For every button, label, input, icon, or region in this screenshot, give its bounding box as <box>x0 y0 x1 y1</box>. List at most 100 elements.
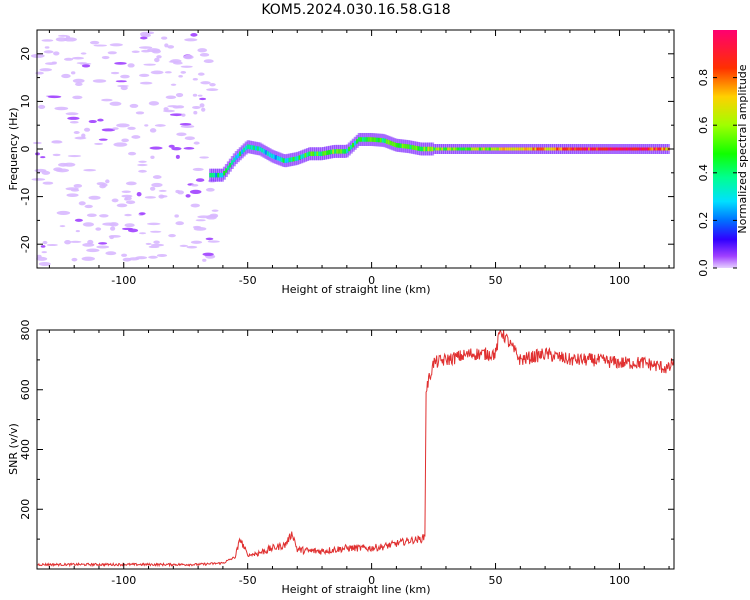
noise-speckle <box>65 187 79 191</box>
ridge-core <box>399 143 403 148</box>
ridge-core <box>288 157 292 163</box>
ridge-core <box>617 147 621 151</box>
snr-y-label: SNR (v/v) <box>7 423 20 475</box>
ridge-core <box>538 147 541 151</box>
ridge-core <box>227 165 230 171</box>
noise-speckle <box>110 226 116 231</box>
ridge-core <box>459 147 462 151</box>
noise-speckle <box>63 57 74 61</box>
noise-speckle <box>72 78 85 83</box>
noise-speckle <box>161 36 168 40</box>
noise-speckle <box>183 54 194 60</box>
ridge-core <box>502 147 506 151</box>
noise-speckle <box>206 88 219 92</box>
noise-speckle <box>84 204 93 209</box>
ridge-core <box>524 147 527 151</box>
noise-speckle <box>44 46 50 49</box>
noise-speckle <box>149 186 156 191</box>
ridge-core <box>439 147 442 151</box>
ridge-core <box>486 147 490 151</box>
noise-speckle <box>93 44 107 47</box>
ridge-core <box>469 147 472 151</box>
noise-speckle <box>190 183 199 187</box>
ridge-core <box>488 147 492 151</box>
ridge-core <box>328 150 331 155</box>
ridge-core <box>473 147 476 151</box>
noise-speckle <box>36 256 48 261</box>
noise-speckle <box>86 248 100 253</box>
noise-speckle <box>39 68 52 72</box>
ridge-core <box>449 147 452 151</box>
noise-speckle <box>89 40 100 45</box>
snr-x-tick-label: 100 <box>609 574 630 587</box>
noise-speckle <box>178 74 183 78</box>
ridge-core <box>326 150 329 155</box>
ridge-core <box>300 154 303 160</box>
noise-speckle <box>190 203 200 208</box>
ridge-core <box>599 147 603 151</box>
noise-speckle <box>83 127 91 132</box>
noise-speckle <box>189 189 202 194</box>
noise-speckle <box>175 92 184 98</box>
ridge-core <box>518 147 522 151</box>
ridge-core <box>447 147 450 151</box>
noise-speckle <box>150 243 164 247</box>
noise-speckle <box>158 189 167 192</box>
ridge-core <box>237 153 240 158</box>
ridge-core <box>593 147 597 151</box>
ridge-core <box>373 137 377 142</box>
ridge-core <box>393 142 397 147</box>
noise-speckle <box>164 43 169 48</box>
noise-speckle <box>88 119 97 124</box>
ridge-core <box>306 152 309 157</box>
noise-speckle <box>205 237 214 241</box>
ridge-core <box>512 147 516 151</box>
ridge-core <box>209 172 212 178</box>
noise-speckle <box>101 55 110 60</box>
ridge-core <box>550 147 553 151</box>
noise-speckle <box>73 131 80 134</box>
ridge-core <box>340 149 343 154</box>
noise-speckle <box>190 33 198 37</box>
ridge-core <box>334 149 337 154</box>
ridge-core <box>397 143 401 148</box>
noise-speckle <box>78 201 86 206</box>
noise-speckle <box>38 261 51 266</box>
noise-speckle <box>143 63 156 66</box>
ridge-core <box>292 156 295 162</box>
ridge-core <box>310 151 313 157</box>
noise-speckle <box>112 127 119 130</box>
ridge-core <box>381 138 385 143</box>
ridge-core <box>371 137 375 142</box>
ridge-core <box>578 147 581 151</box>
ridge-core <box>409 144 412 150</box>
ridge-core <box>619 147 623 151</box>
snr-y-tick-label: 200 <box>19 499 32 520</box>
noise-speckle <box>203 59 214 63</box>
noise-speckle <box>137 163 148 167</box>
ridge-core <box>280 157 284 163</box>
ridge-core <box>367 137 371 142</box>
ridge-core <box>258 146 262 152</box>
ridge-core <box>657 147 660 151</box>
noise-speckle <box>172 105 181 109</box>
noise-speckle <box>67 116 80 120</box>
noise-speckle <box>41 39 54 42</box>
ridge-core <box>498 147 502 151</box>
noise-speckle <box>101 183 108 187</box>
ridge-core <box>298 155 301 160</box>
noise-speckle <box>81 256 95 261</box>
noise-speckle <box>94 142 104 145</box>
noise-speckle <box>70 71 76 75</box>
noise-speckle <box>197 94 203 97</box>
ridge-core <box>239 151 242 157</box>
noise-speckle <box>127 63 135 68</box>
spectrogram-x-axis: -100 -50 0 50 100 <box>48 30 670 287</box>
noise-speckle <box>205 187 215 192</box>
ridge-core <box>542 147 545 151</box>
ridge-core <box>270 153 274 159</box>
noise-speckle <box>199 97 207 101</box>
noise-speckle <box>114 62 127 65</box>
noise-speckle <box>165 95 177 100</box>
noise-speckle <box>147 222 161 226</box>
